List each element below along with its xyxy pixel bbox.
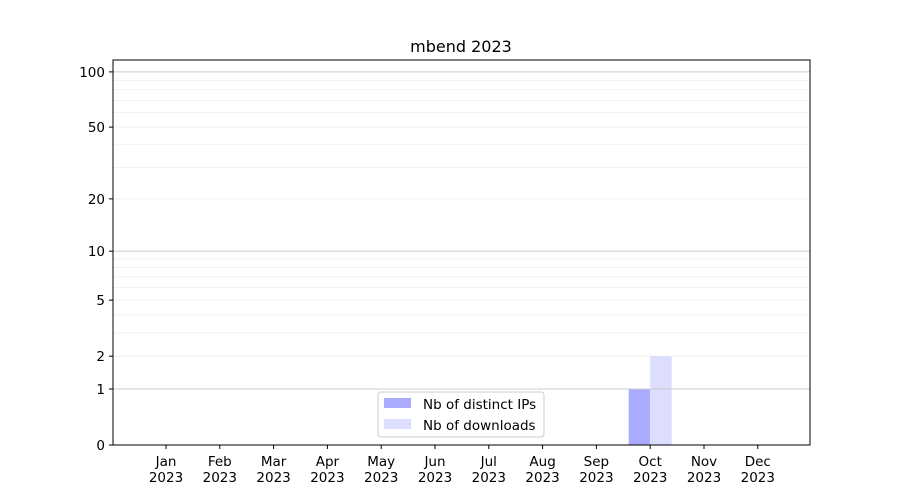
- x-tick-label: Jun 2023: [418, 454, 452, 486]
- legend: Nb of distinct IPs Nb of downloads: [377, 391, 545, 438]
- x-tick-label: Apr 2023: [310, 454, 344, 486]
- legend-swatch-downloads: [384, 419, 411, 429]
- chart-title: mbend 2023: [410, 37, 512, 56]
- x-tick-label: Nov 2023: [687, 454, 721, 486]
- y-tick-label: 100: [79, 65, 105, 81]
- x-tick-label: Sep 2023: [579, 454, 613, 486]
- x-tick-label: Feb 2023: [203, 454, 237, 486]
- y-tick-label: 5: [96, 293, 105, 309]
- plot-frame: [112, 59, 811, 446]
- legend-label-downloads: Nb of downloads: [423, 418, 536, 434]
- x-tick-label: Oct 2023: [633, 454, 667, 486]
- x-tick-label: Aug 2023: [525, 454, 559, 486]
- legend-label-distinct-ips: Nb of distinct IPs: [423, 397, 536, 413]
- x-tick-label: Mar 2023: [256, 454, 290, 486]
- legend-swatch-distinct-ips: [384, 398, 411, 408]
- x-tick-label: May 2023: [364, 454, 398, 486]
- y-tick-label: 50: [88, 120, 105, 136]
- bar-distinct-ips: [628, 388, 651, 445]
- x-tick-label: Jan 2023: [149, 454, 183, 486]
- y-tick-label: 1: [96, 382, 105, 398]
- y-tick-label: 0: [96, 438, 105, 454]
- x-tick-label: Jul 2023: [472, 454, 506, 486]
- y-tick-label: 10: [88, 244, 105, 260]
- bar-downloads: [650, 356, 672, 445]
- y-tick-label: 20: [88, 192, 105, 208]
- x-tick-label: Dec 2023: [741, 454, 775, 486]
- y-tick-label: 2: [96, 349, 105, 365]
